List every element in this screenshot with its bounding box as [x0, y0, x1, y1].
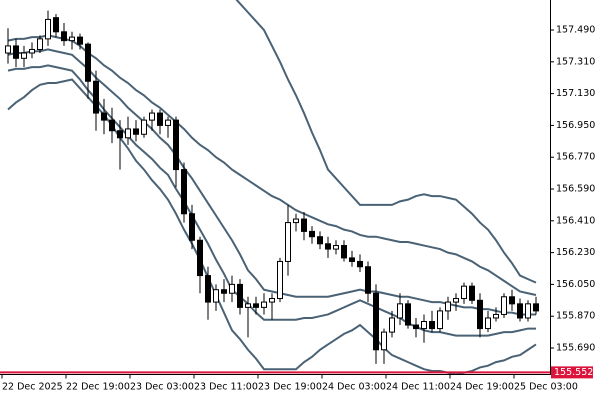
candle-body [197, 239, 203, 277]
candle-body [293, 218, 299, 224]
band-line [7, 34, 537, 296]
band-line [7, 78, 537, 374]
candle-body [437, 310, 443, 330]
candle-body [517, 303, 523, 319]
y-tick-label: 156.230 [556, 247, 595, 258]
candle-body [173, 119, 179, 171]
candle-body [77, 36, 83, 45]
x-tick-label: 23 Dec 03:00 [130, 382, 194, 393]
candle-body [509, 296, 515, 305]
candle-body [421, 321, 427, 330]
candle-body [61, 31, 67, 42]
candle-body [109, 119, 115, 132]
candle-body [285, 222, 291, 262]
candle-body [533, 303, 539, 312]
candle-body [413, 324, 419, 330]
y-tick-label: 157.130 [556, 88, 595, 99]
candle-body [37, 38, 43, 50]
candle-body [453, 298, 459, 303]
candle-body [381, 331, 387, 351]
candle-body [133, 128, 139, 135]
candle-body [237, 283, 243, 308]
x-tick-label: 24 Dec 03:00 [322, 382, 386, 393]
candle-body [501, 296, 507, 315]
candle-body [341, 245, 347, 259]
candle-body [469, 285, 475, 301]
y-tick-label: 156.050 [556, 279, 595, 290]
candle-body [269, 298, 275, 303]
y-tick-label: 156.950 [556, 120, 595, 131]
candle-body [165, 119, 171, 126]
candle-body [221, 289, 227, 294]
candle-body [301, 218, 307, 232]
candle-body [309, 230, 315, 238]
candle-body [125, 128, 131, 139]
candle-body [117, 130, 123, 139]
candle-body [493, 313, 499, 319]
candle-body [213, 289, 219, 303]
candle-body [69, 36, 75, 42]
y-tick-label: 155.690 [556, 343, 595, 354]
candle-body [373, 292, 379, 351]
y-tick-label: 157.310 [556, 56, 595, 67]
candle-body [253, 303, 259, 308]
candle-body [405, 303, 411, 326]
candle-body [45, 18, 51, 40]
candle-body [149, 112, 155, 121]
candle-body [349, 257, 355, 262]
candle-body [317, 236, 323, 245]
candle-body [13, 45, 19, 59]
y-tick-label: 156.770 [556, 152, 595, 163]
candle-body [365, 266, 371, 294]
price-tag [551, 366, 593, 379]
candle-body [261, 301, 267, 308]
candle-body [357, 260, 363, 268]
candle-body [189, 213, 195, 241]
candle-body [93, 80, 99, 114]
candle-body [397, 303, 403, 319]
candle-body [85, 43, 91, 82]
candle-body [389, 317, 395, 333]
band-line [235, 0, 537, 284]
candle-body [21, 52, 27, 59]
y-tick-label: 155.870 [556, 311, 595, 322]
x-tick-label: 24 Dec 11:00 [386, 382, 450, 393]
candle-body [5, 45, 11, 54]
candle-body [477, 299, 483, 330]
candle-body [157, 112, 163, 126]
candle-body [485, 317, 491, 330]
candle-body [461, 285, 467, 300]
x-tick-label: 23 Dec 11:00 [194, 382, 258, 393]
plot-area [5, 0, 539, 374]
candle-body [53, 17, 59, 33]
candle-body [525, 303, 531, 319]
candle-body [333, 245, 339, 250]
candle-body [445, 301, 451, 312]
candle-body [245, 303, 251, 308]
candle-body [205, 275, 211, 303]
x-tick-label: 24 Dec 19:00 [450, 382, 514, 393]
y-tick-label: 157.490 [556, 25, 595, 36]
price-tag-label: 155.552 [554, 367, 593, 378]
x-tick-label: 25 Dec 03:00 [514, 382, 578, 393]
y-tick-label: 156.590 [556, 184, 595, 195]
candle-body [29, 48, 35, 54]
candle-body [325, 243, 331, 250]
candle-body [141, 119, 147, 135]
candle-body [101, 112, 107, 121]
x-tick-label: 22 Dec 2025 [2, 382, 63, 393]
candle-body [229, 283, 235, 294]
y-tick-label: 156.410 [556, 215, 595, 226]
candle-body [429, 321, 435, 330]
candle-body [181, 169, 187, 215]
x-tick-label: 23 Dec 19:00 [258, 382, 322, 393]
candle-body [277, 260, 283, 300]
x-tick-label: 22 Dec 19:00 [66, 382, 130, 393]
